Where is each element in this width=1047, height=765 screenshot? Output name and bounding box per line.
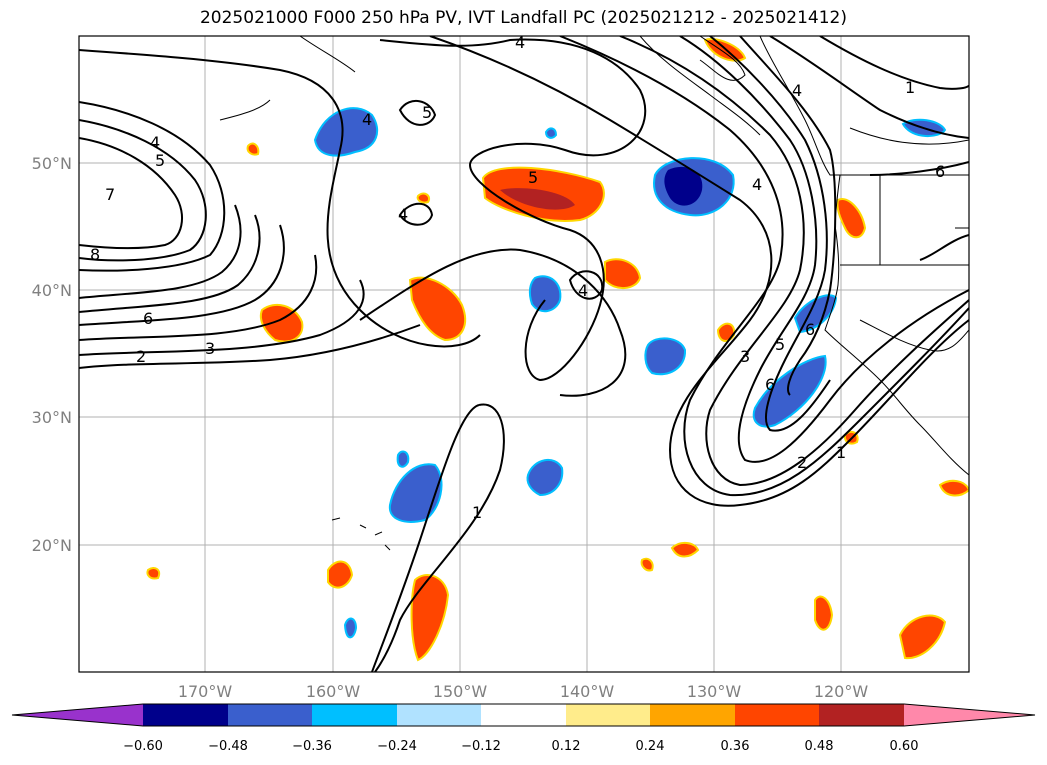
colorbar-tick-label: −0.36 — [292, 739, 332, 754]
contour-label-7: 7 — [105, 185, 115, 204]
colorbar-segment — [650, 704, 735, 726]
lon-label-160w: 160°W — [306, 682, 361, 701]
contour-label-5b: 5 — [422, 103, 432, 122]
contour-label-6c: 6 — [805, 320, 815, 339]
contour-label-1c: 1 — [905, 78, 915, 97]
contour-label-6d: 6 — [935, 162, 945, 181]
contour-label-1b: 1 — [472, 503, 482, 522]
colorbar-segment — [735, 704, 819, 726]
colorbar-tick-label: 0.12 — [552, 739, 581, 754]
contour-label-6: 6 — [143, 309, 153, 328]
colorbar-outline — [11, 703, 1036, 727]
colorbar-tick-label: 0.36 — [721, 739, 750, 754]
colorbar-segment — [397, 704, 481, 726]
contour-label-4e: 4 — [578, 281, 588, 300]
lon-label-130w: 130°W — [687, 682, 742, 701]
contour-label-1: 1 — [836, 443, 846, 462]
positive-anomaly-fills — [146, 38, 969, 662]
contour-label-4f: 4 — [752, 175, 762, 194]
map-plot-area — [79, 36, 969, 672]
lat-label-50n: 50°N — [32, 154, 72, 173]
contour-label-4b: 4 — [515, 33, 525, 52]
colorbar-tick-label: −0.60 — [123, 739, 163, 754]
colorbar-segment — [228, 704, 312, 726]
pv-contours — [79, 36, 969, 672]
colorbar-tick-label: 0.48 — [805, 739, 834, 754]
latitude-labels: 50°N 40°N 30°N 20°N — [32, 154, 72, 555]
colorbar-tick-label: −0.12 — [461, 739, 501, 754]
contour-label-2b: 2 — [797, 453, 807, 472]
colorbar-extend-high — [904, 704, 1035, 726]
contour-label-5d: 5 — [775, 335, 785, 354]
colorbar-segment — [566, 704, 650, 726]
contour-labels: 2 3 6 4 5 7 8 4 4 5 4 5 4 4 3 5 6 6 2 1 … — [90, 33, 945, 522]
colorbar-tick-label: −0.48 — [208, 739, 248, 754]
contour-label-4c: 4 — [362, 110, 372, 129]
coastlines — [219, 36, 969, 551]
colorbar-tick-label: 0.60 — [890, 739, 919, 754]
lon-label-150w: 150°W — [433, 682, 488, 701]
contour-label-3b: 3 — [740, 347, 750, 366]
contour-label-4: 4 — [150, 133, 160, 152]
colorbar: −0.60 −0.48 −0.36 −0.24 −0.12 0.12 0.24 … — [11, 703, 1036, 754]
contour-label-5c: 5 — [528, 168, 538, 187]
lon-label-120w: 120°W — [814, 682, 869, 701]
colorbar-segment — [312, 704, 397, 726]
colorbar-tick-label: 0.24 — [636, 739, 665, 754]
contour-label-4d: 4 — [398, 205, 408, 224]
negative-anomaly-fills — [313, 107, 947, 639]
contour-label-6b: 6 — [765, 375, 775, 394]
colorbar-extend-low — [12, 704, 143, 726]
lat-label-30n: 30°N — [32, 408, 72, 427]
colorbar-tick-label: −0.24 — [377, 739, 417, 754]
contour-label-8: 8 — [90, 245, 100, 264]
contour-label-4g: 4 — [792, 81, 802, 100]
colorbar-segment — [481, 704, 566, 726]
colorbar-segment — [819, 704, 904, 726]
lat-label-20n: 20°N — [32, 536, 72, 555]
colorbar-ticks: −0.60 −0.48 −0.36 −0.24 −0.12 0.12 0.24 … — [123, 739, 918, 754]
contour-label-3: 3 — [205, 339, 215, 358]
contour-label-5: 5 — [155, 151, 165, 170]
contour-label-2: 2 — [136, 347, 146, 366]
longitude-labels: 170°W 160°W 150°W 140°W 130°W 120°W — [178, 682, 869, 701]
lon-label-170w: 170°W — [178, 682, 233, 701]
colorbar-segment — [143, 704, 228, 726]
lon-label-140w: 140°W — [560, 682, 615, 701]
map-title: 2025021000 F000 250 hPa PV, IVT Landfall… — [199, 8, 847, 28]
lat-label-40n: 40°N — [32, 281, 72, 300]
map-frame — [78, 35, 970, 673]
